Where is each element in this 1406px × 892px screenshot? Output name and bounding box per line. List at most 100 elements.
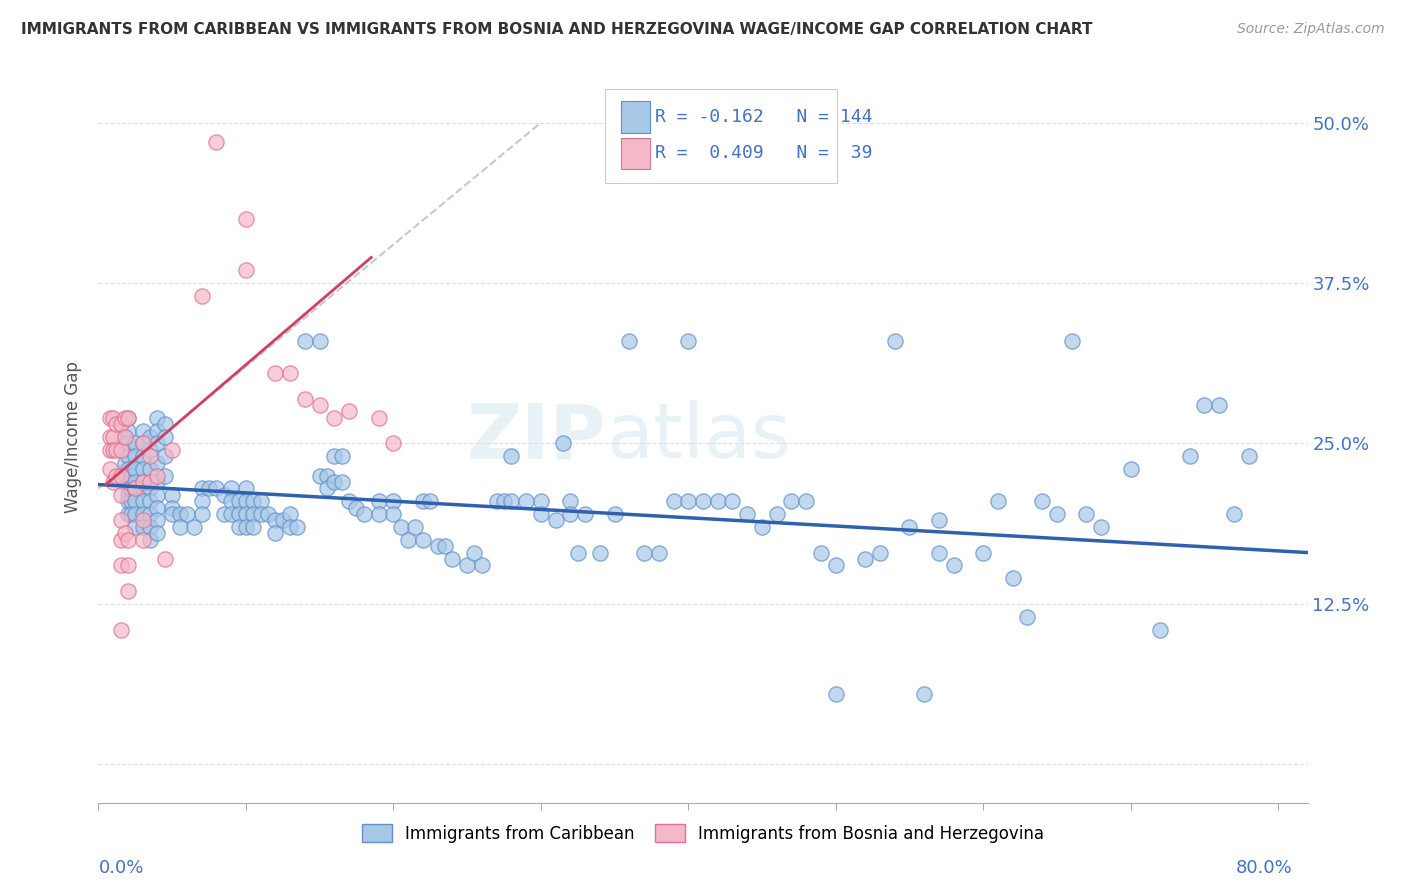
Point xyxy=(101,430,124,444)
Point xyxy=(412,533,434,547)
Point xyxy=(139,520,162,534)
Point xyxy=(419,494,441,508)
Point xyxy=(323,410,346,425)
Point xyxy=(485,494,508,508)
Point xyxy=(153,552,176,566)
Point xyxy=(530,507,553,521)
Point xyxy=(212,507,235,521)
Point xyxy=(235,482,257,496)
Text: atlas: atlas xyxy=(606,401,792,474)
Point xyxy=(110,488,132,502)
Point xyxy=(794,494,817,508)
Point xyxy=(190,494,212,508)
Point xyxy=(544,514,567,528)
Point xyxy=(131,424,153,438)
Point xyxy=(219,482,242,496)
Point xyxy=(131,482,153,496)
Point xyxy=(463,545,485,559)
Point xyxy=(1208,398,1230,412)
Point xyxy=(751,520,773,534)
Point xyxy=(205,135,228,149)
Point xyxy=(124,520,146,534)
Point xyxy=(648,545,671,559)
Point xyxy=(603,507,626,521)
Point xyxy=(117,410,139,425)
Text: IMMIGRANTS FROM CARIBBEAN VS IMMIGRANTS FROM BOSNIA AND HERZEGOVINA WAGE/INCOME : IMMIGRANTS FROM CARIBBEAN VS IMMIGRANTS … xyxy=(21,22,1092,37)
Point xyxy=(242,520,264,534)
Point xyxy=(98,442,121,457)
Point xyxy=(153,417,176,432)
Point xyxy=(382,494,405,508)
Point xyxy=(853,552,876,566)
Point xyxy=(120,468,142,483)
Point xyxy=(114,468,136,483)
Point xyxy=(169,520,191,534)
Point xyxy=(131,436,153,450)
Point xyxy=(169,507,191,521)
Point xyxy=(706,494,728,508)
Text: R =  0.409   N =  39: R = 0.409 N = 39 xyxy=(655,144,873,162)
Point xyxy=(110,417,132,432)
Point xyxy=(456,558,478,573)
Point xyxy=(110,533,132,547)
Point xyxy=(190,507,212,521)
Point xyxy=(1149,623,1171,637)
Point xyxy=(501,450,523,464)
Point xyxy=(110,417,132,432)
Point xyxy=(323,450,346,464)
Point xyxy=(1223,507,1246,521)
Point xyxy=(139,442,162,457)
Point xyxy=(560,494,582,508)
Point xyxy=(124,475,146,489)
Point xyxy=(160,500,183,515)
Point xyxy=(396,533,419,547)
Point xyxy=(139,430,162,444)
Point xyxy=(124,450,146,464)
Point xyxy=(205,482,228,496)
Point xyxy=(346,500,368,515)
Point xyxy=(574,507,596,521)
Point xyxy=(316,468,339,483)
Point xyxy=(153,450,176,464)
Point xyxy=(1237,450,1260,464)
Point xyxy=(124,482,146,496)
Point xyxy=(146,475,169,489)
Point xyxy=(105,442,128,457)
Point xyxy=(131,475,153,489)
Point xyxy=(278,366,301,380)
Point xyxy=(824,558,846,573)
Point xyxy=(117,436,139,450)
Point xyxy=(228,494,250,508)
Point xyxy=(1031,494,1053,508)
Point xyxy=(928,514,950,528)
Point xyxy=(228,520,250,534)
Point xyxy=(257,507,280,521)
Point xyxy=(972,545,994,559)
Point xyxy=(1017,609,1039,624)
Point xyxy=(235,211,257,226)
Point xyxy=(382,507,405,521)
Point xyxy=(190,289,212,303)
Legend: Immigrants from Caribbean, Immigrants from Bosnia and Herzegovina: Immigrants from Caribbean, Immigrants fr… xyxy=(356,818,1050,849)
Point xyxy=(235,494,257,508)
Point xyxy=(139,507,162,521)
Point xyxy=(337,494,360,508)
Point xyxy=(146,468,169,483)
Point xyxy=(160,442,183,457)
Point xyxy=(1119,462,1142,476)
Point xyxy=(114,456,136,470)
Point xyxy=(353,507,375,521)
Point xyxy=(110,468,132,483)
Point xyxy=(1076,507,1098,521)
Point xyxy=(389,520,412,534)
Point xyxy=(110,442,132,457)
Point xyxy=(433,539,456,553)
Point xyxy=(120,507,142,521)
Point xyxy=(117,462,139,476)
Point xyxy=(1194,398,1216,412)
Point xyxy=(117,584,139,599)
Point xyxy=(131,507,153,521)
Point xyxy=(98,462,121,476)
Point xyxy=(928,545,950,559)
Point xyxy=(249,507,271,521)
